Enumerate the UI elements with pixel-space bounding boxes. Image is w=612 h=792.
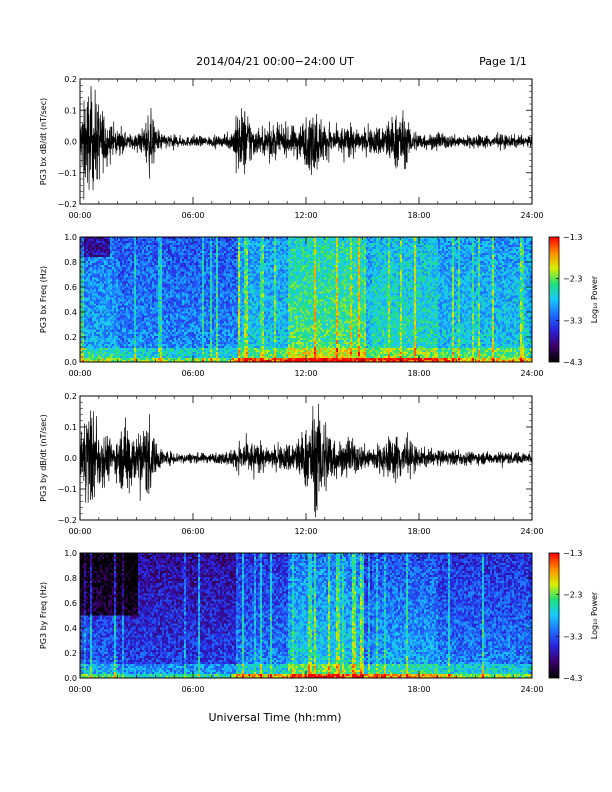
timeseries-panel-by: 00:00 06:00 12:00 18:00 24:00 0.2 0.1 0.0 −0.1 −0…	[39, 392, 544, 536]
colorbar-tick-label: −1.3	[563, 549, 582, 558]
colorbar-label: Log₁₀ Power	[590, 275, 599, 323]
x-axis-title: Universal Time (hh:mm)	[209, 711, 342, 724]
colorbar-tick-label: −3.3	[563, 632, 582, 641]
y-tick-label: 0.4	[64, 624, 77, 633]
colorbar-label: Log₁₀ Power	[590, 591, 599, 639]
spectrogram-panel-bx: 00:00 06:00 12:00 18:00 24:00 1.0 0.8 0.6 0.4 0.2…	[39, 233, 599, 378]
y-axis-label: PG3 by Freq (Hz)	[39, 582, 48, 649]
x-tick-label: 06:00	[181, 369, 204, 378]
x-tick-label: 00:00	[68, 527, 91, 536]
x-tick-label: 00:00	[68, 211, 91, 220]
x-tick-label: 18:00	[407, 685, 430, 694]
y-tick-label: 1.0	[64, 233, 77, 242]
y-tick-label: 0.2	[64, 333, 77, 342]
x-tick-label: 24:00	[520, 685, 543, 694]
y-tick-label: 0.0	[64, 358, 77, 367]
y-tick-label: −0.1	[58, 485, 77, 494]
x-tick-label: 12:00	[294, 211, 317, 220]
colorbar-tick-label: −4.3	[563, 674, 582, 683]
y-tick-label: 0.0	[64, 138, 77, 147]
x-tick-label: 00:00	[68, 369, 91, 378]
signal-trace	[80, 403, 532, 518]
page-indicator: Page 1/1	[479, 55, 527, 68]
spectrogram-image	[80, 553, 532, 678]
x-tick-label: 18:00	[407, 211, 430, 220]
y-axis-label: PG3 by dB/dt (nT/sec)	[39, 414, 48, 501]
x-tick-label: 18:00	[407, 369, 430, 378]
y-tick-label: 0.6	[64, 599, 77, 608]
y-tick-label: 0.1	[64, 106, 77, 115]
colorbar-tick-label: −1.3	[563, 233, 582, 242]
colorbar-tick-label: −3.3	[563, 316, 582, 325]
y-tick-label: 1.0	[64, 549, 77, 558]
colorbar-tick-label: −2.3	[563, 591, 582, 600]
y-tick-label: 0.6	[64, 283, 77, 292]
y-tick-label: −0.2	[58, 516, 77, 525]
colorbar-tick-label: −2.3	[563, 275, 582, 284]
y-tick-label: −0.2	[58, 200, 77, 209]
x-tick-label: 18:00	[407, 527, 430, 536]
x-tick-label: 24:00	[520, 527, 543, 536]
y-tick-label: 0.2	[64, 75, 77, 84]
spectrogram-image	[80, 237, 532, 362]
signal-trace	[80, 86, 532, 200]
x-tick-label: 06:00	[181, 685, 204, 694]
y-tick-label: −0.1	[58, 169, 77, 178]
timeseries-panel-bx: 00:00 06:00 12:00 18:00 24:00 0.2 0.1 0.0 −0.1 −0…	[39, 75, 544, 220]
x-tick-label: 06:00	[181, 527, 204, 536]
y-tick-label: 0.2	[64, 649, 77, 658]
colorbar	[548, 236, 560, 363]
y-tick-label: 0.0	[64, 674, 77, 683]
x-tick-label: 06:00	[181, 211, 204, 220]
y-tick-label: 0.1	[64, 423, 77, 432]
y-tick-label: 0.4	[64, 308, 77, 317]
colorbar-tick-label: −4.3	[563, 358, 582, 367]
y-tick-label: 0.8	[64, 258, 77, 267]
x-tick-label: 24:00	[520, 211, 543, 220]
y-axis-label: PG3 bx dB/dt (nT/sec)	[39, 98, 48, 185]
x-tick-label: 00:00	[68, 685, 91, 694]
plot-title: 2014/04/21 00:00−24:00 UT	[196, 55, 354, 68]
x-tick-label: 24:00	[520, 369, 543, 378]
x-tick-label: 12:00	[294, 685, 317, 694]
spectrogram-panel-by: 00:00 06:00 12:00 18:00 24:00 1.0 0.8 0.6 0.4 0.2…	[39, 549, 599, 694]
y-tick-label: 0.8	[64, 574, 77, 583]
y-axis-label: PG3 bx Freq (Hz)	[39, 266, 48, 333]
x-tick-label: 12:00	[294, 369, 317, 378]
colorbar	[548, 552, 560, 679]
y-tick-label: 0.2	[64, 392, 77, 401]
x-tick-label: 12:00	[294, 527, 317, 536]
y-tick-label: 0.0	[64, 454, 77, 463]
